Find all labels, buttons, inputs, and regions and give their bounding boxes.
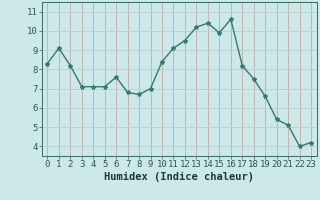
X-axis label: Humidex (Indice chaleur): Humidex (Indice chaleur) (104, 172, 254, 182)
